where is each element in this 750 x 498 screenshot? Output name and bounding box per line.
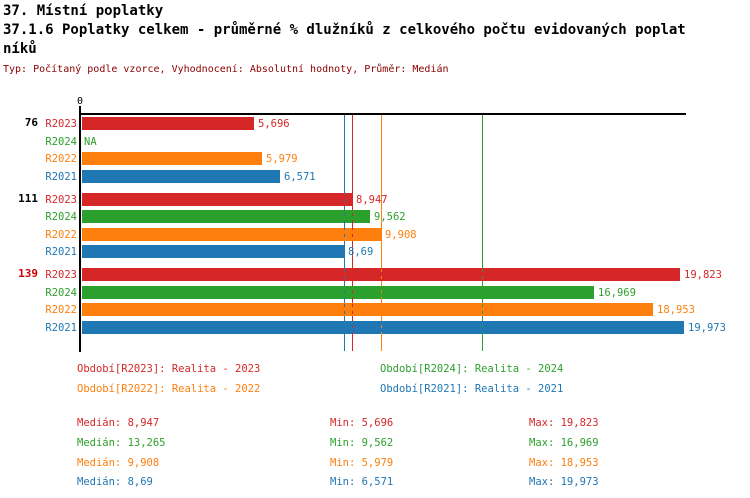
group-label: 111	[18, 191, 38, 205]
stat-median: Medián: 8,69	[77, 476, 153, 488]
axis-horizontal-line	[80, 113, 686, 115]
bar-value-label: 19,823	[684, 269, 722, 281]
stat-max: Max: 19,823	[529, 417, 599, 429]
bar-value-label: NA	[84, 135, 97, 148]
bar	[82, 303, 653, 316]
chart-meta-line: Typ: Počítaný podle vzorce, Vyhodnocení:…	[3, 64, 449, 75]
chart-subtitle: 37.1.6 Poplatky celkem - průměrné % dluž…	[3, 22, 686, 38]
stat-min: Min: 9,562	[330, 437, 394, 449]
bar-value-label: 5,696	[258, 118, 290, 130]
bar-value-label: 6,571	[284, 170, 316, 183]
stat-median: Medián: 8,947	[77, 417, 160, 429]
bar-value-label: 5,979	[266, 153, 298, 165]
bar-value-label: 9,562	[374, 211, 406, 223]
bar-value-label: 9,908	[385, 228, 417, 241]
stat-median: Medián: 13,265	[77, 437, 166, 449]
stat-min: Min: 5,979	[330, 457, 394, 469]
stat-min: Min: 6,571	[330, 476, 394, 488]
legend-item: Období[R2023]: Realita - 2023	[77, 363, 261, 375]
group-label: 76	[24, 116, 38, 129]
legend-item: Období[R2022]: Realita - 2022	[77, 383, 261, 395]
series-row-label: R2024	[45, 135, 77, 148]
series-row-label: R2021	[45, 246, 77, 258]
median-line-overlay	[381, 115, 382, 351]
series-row-label: R2023	[45, 193, 77, 206]
stat-median: Medián: 9,908	[77, 457, 160, 469]
value-axis-zero-label: 0	[77, 96, 84, 107]
series-row-label: R2024	[45, 211, 77, 223]
bar	[82, 227, 381, 241]
bar	[82, 245, 344, 258]
bar	[82, 210, 370, 223]
series-row-label: R2021	[45, 170, 77, 183]
chart-subtitle-wrap: níků	[3, 41, 37, 57]
series-row-label: R2024	[45, 286, 77, 299]
series-row-label: R2022	[45, 228, 77, 241]
series-row-label: R2021	[45, 321, 77, 334]
series-row-label: R2023	[45, 269, 77, 281]
series-row-label: R2022	[45, 304, 77, 316]
bar	[82, 285, 594, 299]
group-label: 139	[18, 267, 38, 280]
page-title: 37. Místní poplatky	[3, 3, 164, 19]
bar	[82, 117, 254, 130]
stat-max: Max: 18,953	[529, 457, 599, 469]
bar	[82, 169, 280, 183]
series-row-label: R2023	[45, 118, 77, 130]
stat-max: Max: 19,973	[529, 476, 599, 488]
series-row-label: R2022	[45, 153, 77, 165]
bar-value-label: 8,69	[348, 246, 374, 258]
bar	[82, 192, 352, 206]
bar-value-label: 8,947	[356, 193, 388, 206]
median-line-overlay	[344, 115, 345, 351]
bar-value-label: 18,953	[657, 304, 695, 316]
legend-item: Období[R2024]: Realita - 2024	[380, 363, 564, 375]
legend-item: Období[R2021]: Realita - 2021	[380, 383, 564, 395]
stat-max: Max: 16,969	[529, 437, 599, 449]
axis-vertical-line	[79, 106, 81, 352]
bar	[82, 152, 262, 165]
bar-value-label: 16,969	[598, 286, 636, 299]
median-line-overlay	[352, 115, 353, 351]
stat-min: Min: 5,696	[330, 417, 394, 429]
bar	[82, 320, 684, 334]
median-line-overlay	[482, 115, 483, 351]
bar-value-label: 19,973	[688, 321, 726, 334]
